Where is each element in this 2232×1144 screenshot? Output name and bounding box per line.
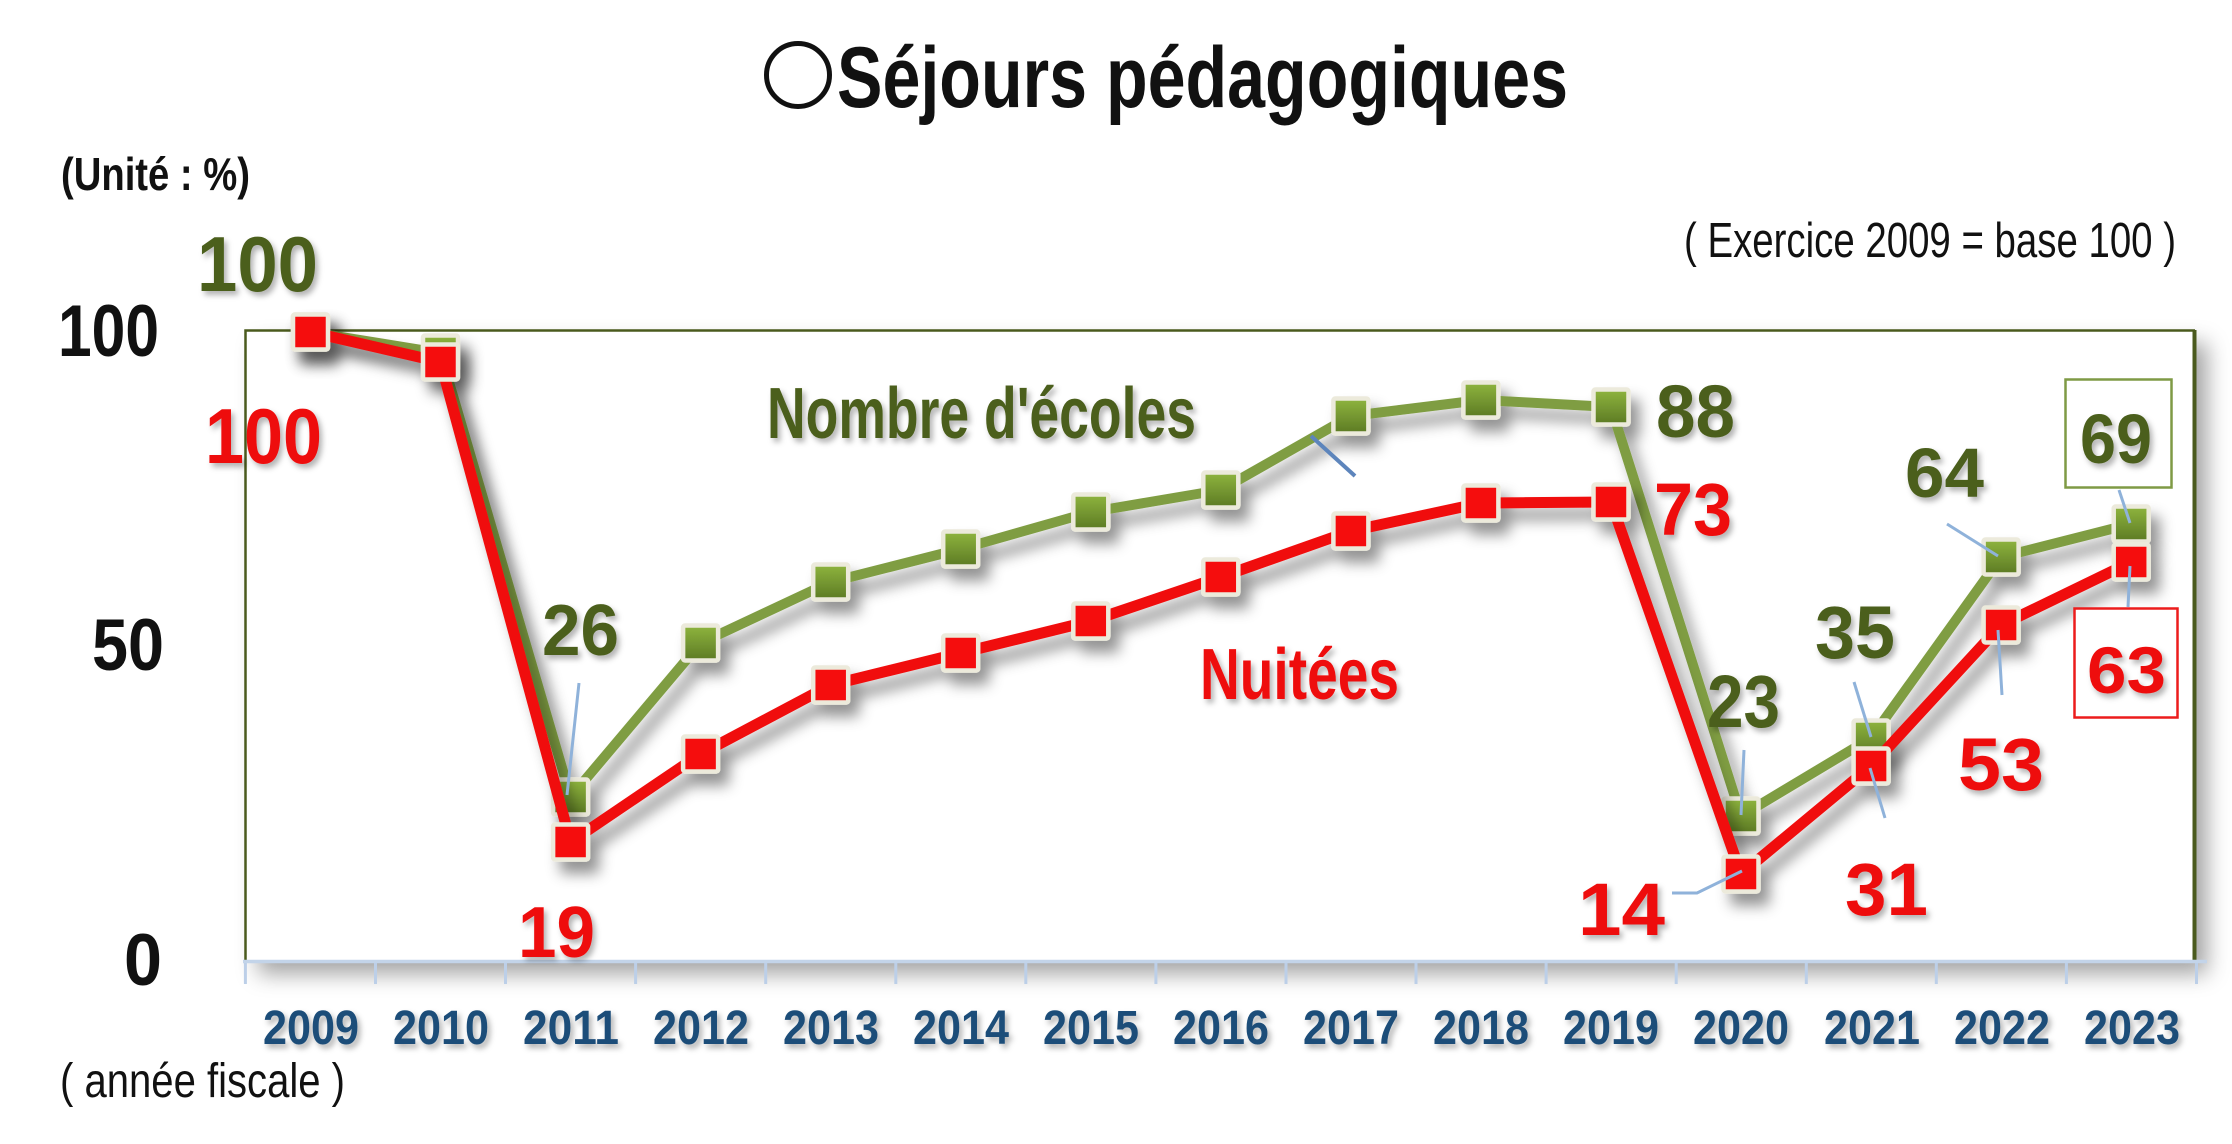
svg-text:2017: 2017	[1303, 1002, 1399, 1055]
svg-text:88: 88	[1656, 370, 1735, 453]
svg-text:100: 100	[58, 291, 159, 372]
svg-text:2010: 2010	[393, 1002, 489, 1055]
svg-text:23: 23	[1707, 660, 1780, 743]
svg-text:26: 26	[542, 591, 619, 671]
svg-text:2015: 2015	[1043, 1002, 1139, 1055]
svg-text:2011: 2011	[523, 1002, 619, 1055]
svg-text:2014: 2014	[913, 1002, 1009, 1055]
svg-text:2013: 2013	[783, 1002, 879, 1055]
svg-text:100: 100	[197, 220, 318, 308]
svg-text:2021: 2021	[1824, 1002, 1920, 1055]
svg-text:2012: 2012	[653, 1002, 749, 1055]
svg-text:73: 73	[1654, 468, 1732, 551]
svg-text:14: 14	[1578, 868, 1665, 951]
svg-text:2016: 2016	[1173, 1002, 1269, 1055]
svg-text:( année fiscale ): ( année fiscale )	[60, 1055, 345, 1108]
svg-text:Séjours pédagogiques: Séjours pédagogiques	[837, 30, 1568, 126]
svg-text:Nuitées: Nuitées	[1200, 635, 1399, 715]
svg-text:2022: 2022	[1954, 1002, 2050, 1055]
svg-text:53: 53	[1958, 723, 2044, 806]
svg-text:2020: 2020	[1693, 1002, 1789, 1055]
svg-text:0: 0	[124, 920, 162, 1001]
svg-text:2018: 2018	[1433, 1002, 1529, 1055]
svg-text:(Unité : %): (Unité : %)	[61, 148, 250, 200]
svg-text:100: 100	[205, 392, 322, 480]
svg-text:2019: 2019	[1563, 1002, 1659, 1055]
svg-text:( Exercice 2009 = base 100 ): ( Exercice 2009 = base 100 )	[1684, 214, 2176, 268]
svg-text:19: 19	[518, 893, 595, 973]
svg-text:31: 31	[1845, 848, 1928, 931]
svg-text:69: 69	[2080, 400, 2152, 478]
svg-text:64: 64	[1905, 434, 1984, 512]
svg-text:2023: 2023	[2084, 1002, 2180, 1055]
svg-text:35: 35	[1815, 591, 1895, 674]
svg-text:2009: 2009	[263, 1002, 359, 1055]
svg-text:63: 63	[2087, 633, 2166, 707]
svg-text:50: 50	[92, 605, 164, 686]
svg-text:Nombre d'écoles: Nombre d'écoles	[767, 374, 1196, 454]
